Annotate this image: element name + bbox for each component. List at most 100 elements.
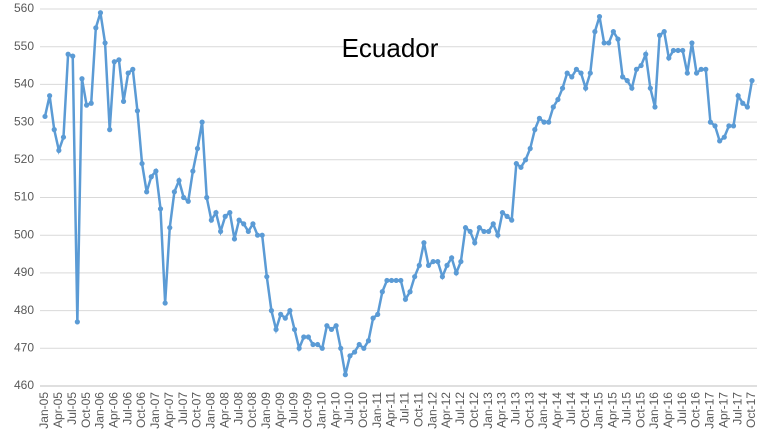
data-point	[726, 123, 732, 129]
data-point	[467, 228, 473, 235]
data-point	[527, 145, 533, 152]
data-point	[213, 209, 219, 216]
data-point	[486, 228, 492, 235]
data-point	[282, 315, 288, 321]
data-point	[47, 93, 53, 99]
x-tick-label: Oct-17	[744, 392, 758, 428]
data-point	[116, 57, 122, 63]
y-tick-label: 530	[14, 114, 34, 128]
data-point	[425, 262, 432, 268]
data-point	[615, 36, 621, 42]
data-point	[596, 13, 603, 20]
data-point	[546, 119, 552, 125]
data-point	[398, 277, 404, 284]
data-point	[601, 40, 607, 46]
data-point	[370, 315, 376, 321]
data-point	[181, 194, 187, 201]
data-point	[675, 47, 681, 54]
data-point	[449, 255, 455, 261]
data-point	[204, 194, 210, 201]
data-point	[245, 228, 251, 235]
data-point	[495, 232, 501, 238]
data-point	[744, 104, 750, 110]
data-point	[157, 206, 164, 212]
data-point	[102, 40, 108, 46]
x-tick-label: Apr-12	[439, 392, 453, 428]
data-point	[638, 62, 644, 69]
data-point	[148, 174, 154, 180]
x-tick-label: Oct-16	[689, 392, 703, 428]
data-point	[717, 138, 723, 144]
x-tick-label: Jul-17	[730, 392, 744, 425]
data-point	[730, 123, 737, 129]
data-point	[749, 78, 755, 84]
y-tick-label: 480	[14, 303, 34, 317]
data-point	[356, 341, 362, 348]
data-point	[721, 134, 727, 140]
data-point	[310, 341, 316, 348]
data-point	[42, 113, 48, 120]
data-point	[185, 198, 191, 204]
data-point	[652, 104, 658, 110]
data-point	[536, 115, 543, 121]
data-point	[222, 213, 228, 219]
x-tick-label: Oct-07	[190, 392, 204, 428]
data-point	[254, 232, 261, 238]
data-point	[703, 66, 709, 72]
data-point	[643, 51, 649, 57]
data-point	[379, 289, 385, 295]
y-tick-label: 500	[14, 227, 34, 241]
data-point	[435, 258, 441, 265]
x-tick-label: Oct-13	[522, 392, 536, 428]
data-point	[278, 311, 284, 317]
x-tick-label: Jan-13	[481, 392, 495, 429]
x-tick-label: Jan-05	[37, 392, 51, 429]
data-point	[74, 319, 80, 325]
data-point	[559, 85, 566, 91]
data-point	[416, 262, 422, 268]
x-tick-label: Apr-16	[661, 392, 675, 428]
x-tick-label: Jan-09	[259, 392, 273, 429]
data-point	[666, 55, 672, 61]
data-point	[217, 228, 224, 235]
x-tick-label: Apr-14	[550, 392, 564, 428]
data-point	[83, 102, 90, 108]
data-point	[490, 221, 496, 227]
data-point	[458, 258, 464, 265]
x-tick-label: Jul-08	[231, 392, 245, 425]
data-point	[518, 164, 524, 170]
x-tick-label: Jan-15	[592, 392, 606, 429]
data-point	[472, 240, 478, 246]
x-tick-label: Apr-06	[106, 392, 120, 428]
x-tick-label: Jul-11	[398, 392, 412, 424]
data-point	[583, 85, 589, 91]
data-point	[555, 96, 561, 103]
data-point	[227, 209, 233, 216]
data-point	[421, 240, 427, 246]
data-point	[125, 70, 131, 76]
x-tick-label: Jan-06	[93, 392, 107, 429]
data-point	[342, 372, 348, 378]
data-point	[499, 209, 506, 216]
data-point	[680, 47, 686, 54]
data-point	[291, 326, 298, 333]
data-point	[430, 258, 436, 265]
data-point	[541, 119, 547, 125]
data-point	[439, 274, 445, 280]
data-point	[693, 70, 700, 76]
x-tick-label: Apr-09	[273, 392, 287, 428]
data-point	[199, 119, 205, 125]
x-tick-label: Jul-07	[176, 392, 190, 425]
x-tick-label: Oct-15	[633, 392, 647, 428]
data-point	[707, 119, 714, 125]
data-point	[740, 100, 746, 106]
data-point	[578, 70, 584, 76]
data-point	[656, 32, 663, 38]
data-point	[139, 160, 145, 167]
data-point	[513, 160, 519, 167]
data-point	[361, 345, 367, 351]
y-tick-label: 510	[14, 190, 34, 204]
data-point	[620, 74, 626, 80]
data-point	[70, 53, 76, 59]
data-point	[610, 29, 616, 35]
